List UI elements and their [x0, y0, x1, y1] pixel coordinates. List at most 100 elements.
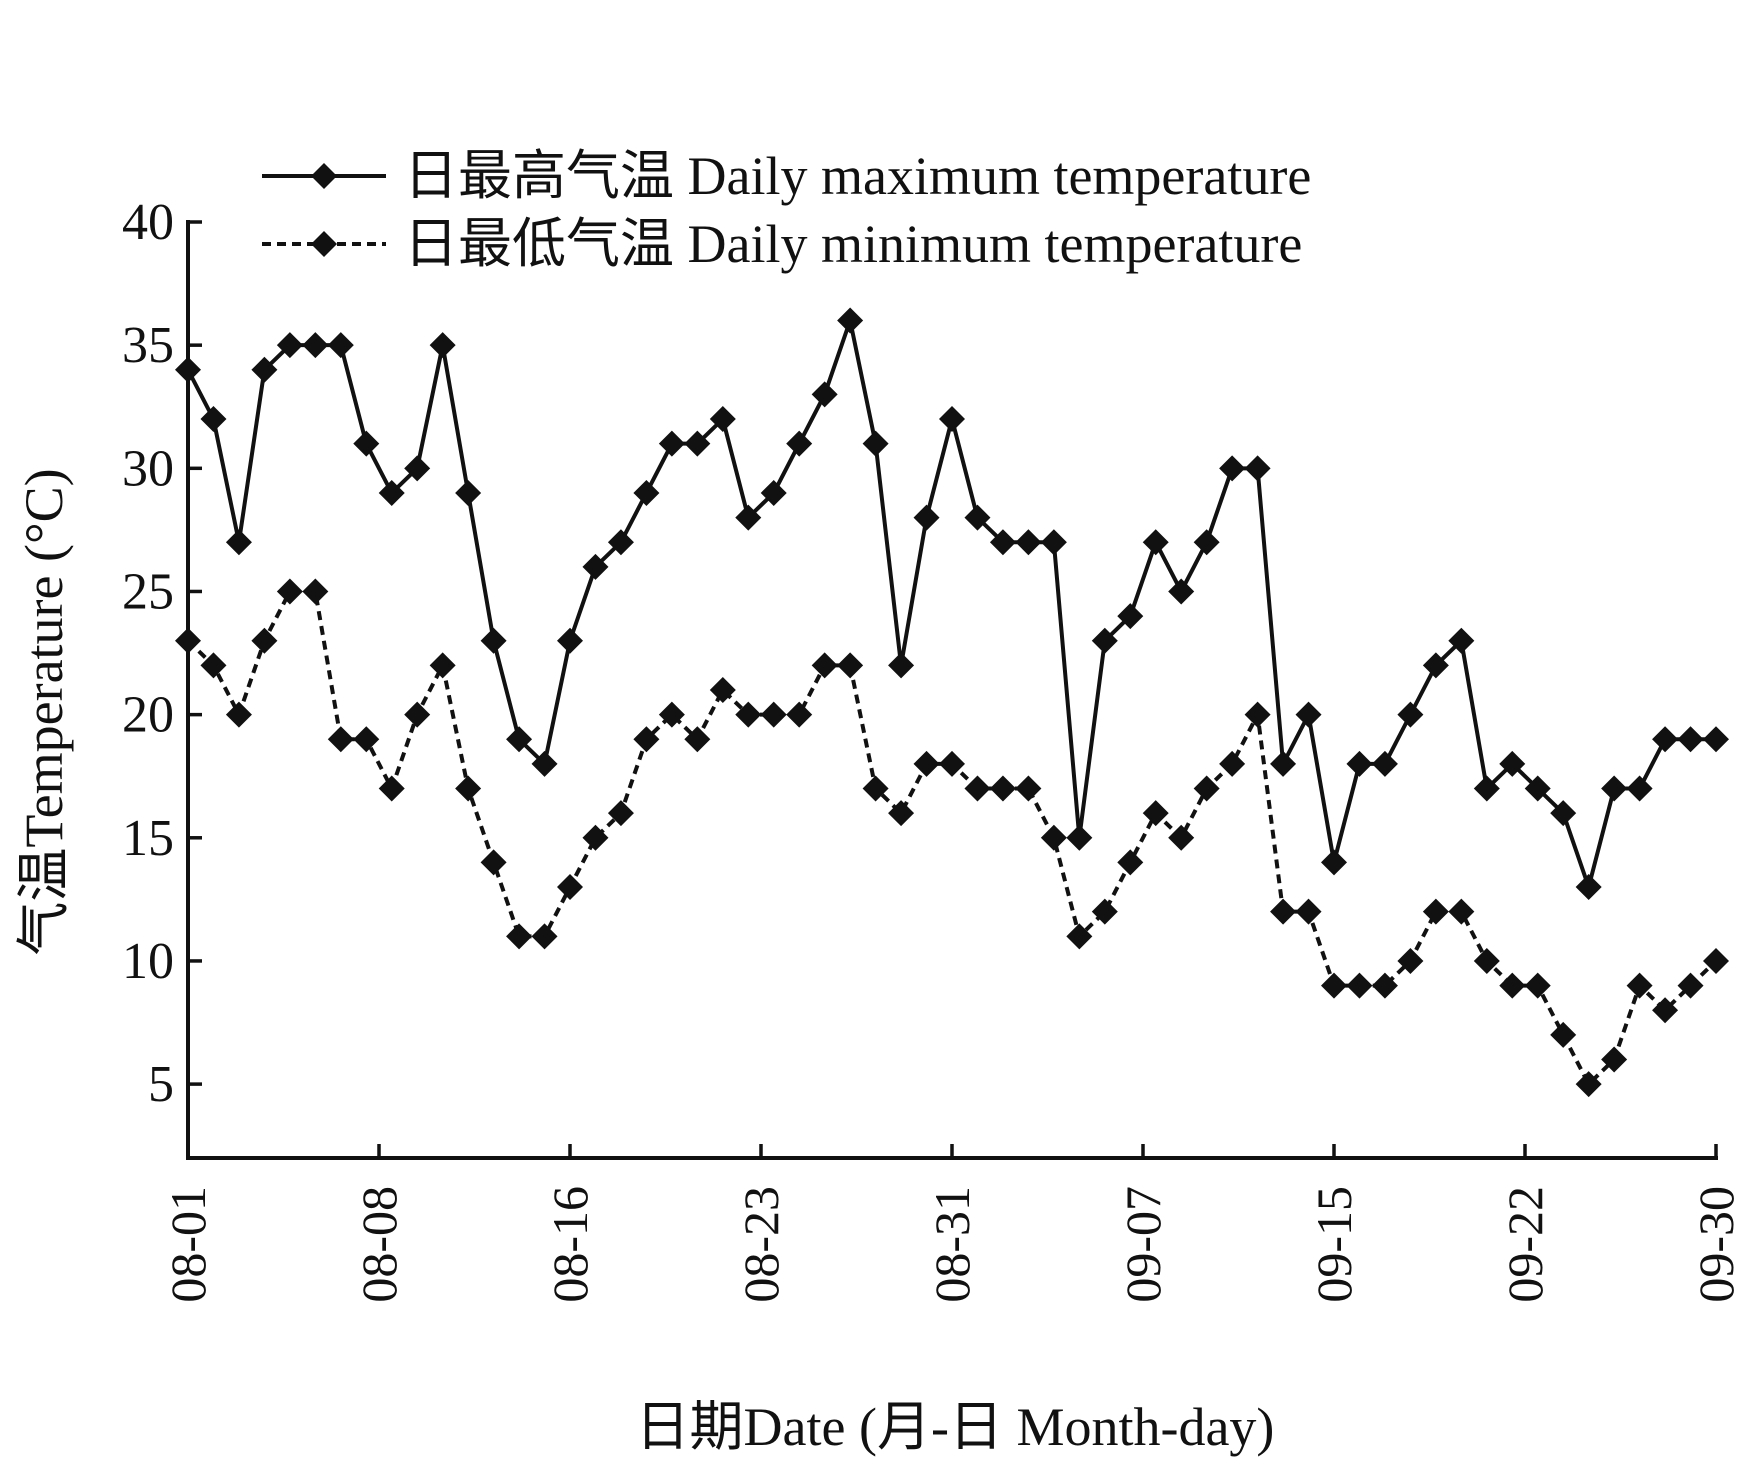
data-point — [1168, 824, 1195, 851]
data-point — [455, 479, 482, 506]
data-point — [225, 529, 252, 556]
data-point — [353, 726, 380, 753]
data-point — [1193, 529, 1220, 556]
data-point — [404, 455, 431, 482]
data-point — [175, 627, 201, 654]
data-point — [1473, 775, 1500, 802]
data-point — [531, 923, 558, 950]
data-point — [1703, 726, 1729, 753]
data-point — [1448, 627, 1475, 654]
y-tick-label: 20 — [122, 687, 174, 744]
x-tick-label: 08-31 — [924, 1186, 980, 1303]
legend-label: 日最低气温 Daily minimum temperature — [404, 214, 1302, 274]
data-point — [1524, 972, 1551, 999]
data-point — [760, 479, 787, 506]
data-point — [658, 701, 685, 728]
data-point — [1015, 775, 1042, 802]
y-tick-label: 35 — [122, 317, 174, 374]
data-point — [633, 726, 660, 753]
data-point — [200, 652, 227, 679]
data-point — [1040, 529, 1067, 556]
x-axis-title: 日期Date (月-日 Month-day) — [636, 1397, 1275, 1457]
data-point — [1270, 898, 1297, 925]
y-tick-label: 10 — [122, 933, 174, 990]
data-point — [989, 775, 1016, 802]
data-point — [888, 800, 915, 827]
data-point — [1066, 923, 1093, 950]
data-point — [200, 406, 227, 433]
data-point — [837, 307, 864, 334]
data-point — [1652, 997, 1679, 1024]
data-point — [760, 701, 787, 728]
data-point — [735, 701, 762, 728]
y-tick-label: 5 — [148, 1056, 174, 1113]
data-point — [1397, 947, 1424, 974]
data-point — [1219, 750, 1246, 777]
data-point — [1473, 947, 1500, 974]
data-point — [1499, 972, 1526, 999]
data-point — [1193, 775, 1220, 802]
data-point — [1601, 775, 1628, 802]
data-point — [1321, 972, 1347, 999]
data-point — [964, 504, 991, 531]
data-point — [913, 504, 940, 531]
data-point — [607, 529, 634, 556]
data-point — [811, 381, 838, 408]
data-point — [939, 750, 965, 777]
data-point — [1091, 627, 1118, 654]
data-point — [811, 652, 838, 679]
y-tick-label: 15 — [122, 810, 174, 867]
x-tick-label: 08-23 — [733, 1186, 789, 1303]
series-line — [186, 589, 1718, 1087]
data-point — [429, 332, 456, 359]
data-point — [1040, 824, 1067, 851]
x-tick-label: 09-22 — [1497, 1186, 1553, 1303]
data-point — [1677, 726, 1704, 753]
data-point — [1244, 701, 1271, 728]
data-point — [1244, 455, 1271, 482]
data-point — [531, 750, 558, 777]
data-point — [658, 430, 685, 457]
data-point — [582, 824, 609, 851]
data-point — [633, 479, 660, 506]
y-tick-label: 30 — [122, 440, 174, 497]
y-tick-label: 25 — [122, 563, 174, 620]
data-point — [837, 652, 864, 679]
data-point — [455, 775, 482, 802]
data-point — [1652, 726, 1679, 753]
data-point — [862, 430, 889, 457]
data-point — [480, 627, 507, 654]
data-point — [1422, 652, 1449, 679]
y-ticks: 5 10 15 20 25 30 35 40 — [122, 194, 202, 1113]
data-point — [964, 775, 991, 802]
data-point — [1117, 603, 1144, 630]
data-point — [557, 874, 583, 901]
y-tick-label: 40 — [122, 194, 174, 251]
legend-marker — [311, 231, 337, 257]
series-group — [175, 307, 1729, 1098]
data-point — [1448, 898, 1475, 925]
data-point — [1550, 1021, 1577, 1048]
data-point — [1117, 849, 1144, 876]
data-point — [1601, 1046, 1628, 1073]
x-ticks: 08-01 08-08 08-16 08-23 08-31 09-07 09-15 09-22… — [160, 1144, 1742, 1303]
x-tick-label: 09-30 — [1688, 1186, 1742, 1303]
data-point — [404, 701, 431, 728]
data-point — [862, 775, 889, 802]
data-point — [786, 430, 813, 457]
data-point — [1142, 800, 1169, 827]
data-point — [684, 726, 711, 753]
series-max — [175, 307, 1729, 901]
data-point — [175, 356, 201, 383]
data-point — [1499, 750, 1526, 777]
axes — [186, 220, 1718, 1160]
data-point — [1371, 972, 1398, 999]
data-point — [786, 701, 813, 728]
y-axis-title: 气温Temperature (°C) — [14, 468, 74, 955]
data-point — [276, 332, 303, 359]
data-point — [607, 800, 634, 827]
legend-label: 日最高气温 Daily maximum temperature — [404, 146, 1311, 206]
x-tick-label: 08-01 — [160, 1186, 216, 1303]
data-point — [709, 406, 736, 433]
data-point — [1270, 750, 1297, 777]
